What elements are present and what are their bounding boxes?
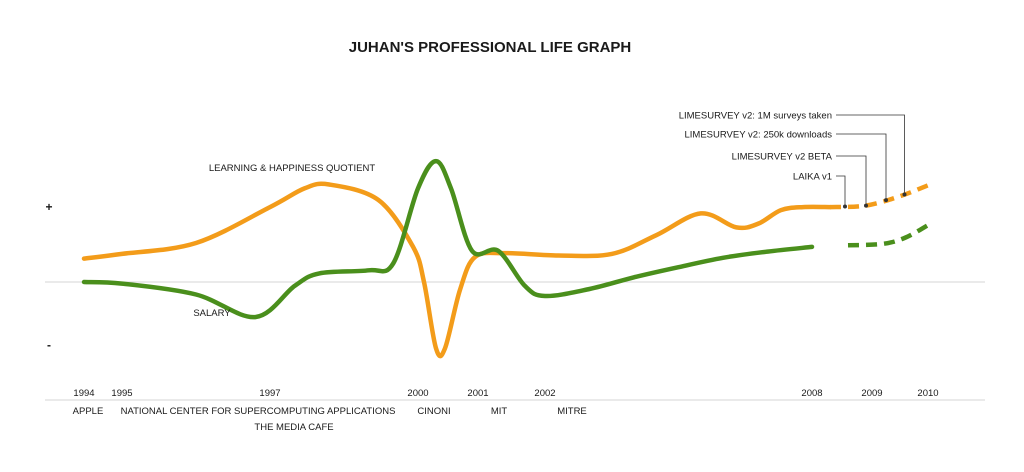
- year-tick-2001: 2001: [467, 388, 488, 399]
- learning-happiness-series-label: LEARNING & HAPPINESS QUOTIENT: [209, 163, 375, 174]
- annotation-layer: LIMESURVEY v2: 1M surveys taken LIMESURVE…: [679, 111, 907, 209]
- series-layer: [81, 158, 930, 359]
- year-tick-2009: 2009: [861, 388, 882, 399]
- y-negative-label: -: [47, 338, 51, 352]
- chart-title: JUHAN'S PROFESSIONAL LIFE GRAPH: [349, 39, 632, 56]
- annotation-marker-1: [902, 192, 907, 197]
- annotation-leader-3: [836, 155, 867, 204]
- series-label-layer: LEARNING & HAPPINESS QUOTIENT SALARY: [193, 163, 375, 319]
- year-tick-1995: 1995: [111, 388, 132, 399]
- learning-happiness-projected-line: [829, 183, 929, 210]
- annotation-label-1: LIMESURVEY v2: 1M surveys taken: [679, 111, 832, 122]
- employer-label-4: CINONI: [417, 406, 450, 417]
- employer-label-3: THE MEDIA CAFE: [254, 422, 333, 433]
- year-tick-1994: 1994: [73, 388, 94, 399]
- salary-projected-line: [847, 223, 930, 248]
- year-tick-1997: 1997: [259, 388, 280, 399]
- annotation-marker-4: [843, 204, 847, 209]
- year-tick-layer: 1994 1995 1997 2000 2001 2002 2008 2009 2010: [73, 388, 938, 399]
- employer-label-1: APPLE: [73, 406, 104, 417]
- employer-label-2: NATIONAL CENTER FOR SUPERCOMPUTING APPLI…: [121, 406, 396, 417]
- annotation-marker-2: [884, 198, 888, 203]
- annotation-leader-4: [836, 175, 846, 205]
- learning-happiness-line: [81, 181, 833, 359]
- y-positive-label: +: [45, 200, 52, 214]
- annotation-label-3: LIMESURVEY v2 BETA: [732, 152, 833, 163]
- salary-series-label: SALARY: [193, 308, 231, 319]
- employer-label-6: MITRE: [557, 406, 587, 417]
- employer-label-5: MIT: [491, 406, 508, 417]
- year-tick-2000: 2000: [407, 388, 428, 399]
- annotation-label-2: LIMESURVEY v2: 250k downloads: [684, 130, 832, 141]
- year-tick-2002: 2002: [534, 388, 555, 399]
- year-tick-2010: 2010: [917, 388, 938, 399]
- annotation-marker-3: [864, 203, 868, 208]
- employer-label-layer: APPLE NATIONAL CENTER FOR SUPERCOMPUTING …: [73, 406, 587, 433]
- annotation-leader-1: [836, 114, 905, 193]
- salary-line: [81, 158, 815, 320]
- annotation-leader-2: [836, 133, 887, 199]
- annotation-label-4: LAIKA v1: [793, 172, 832, 183]
- year-tick-2008: 2008: [801, 388, 822, 399]
